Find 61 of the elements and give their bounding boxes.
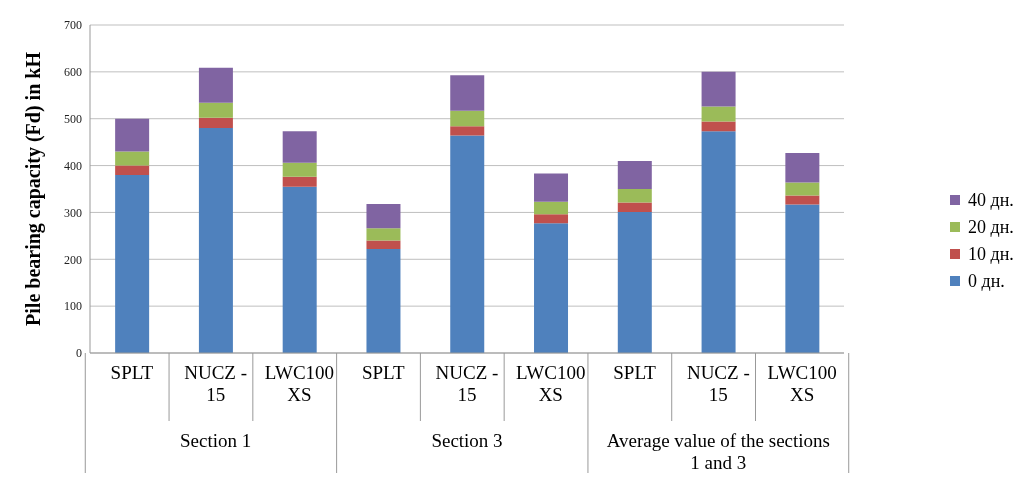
bar — [115, 165, 150, 175]
y-tick-label: 400 — [64, 158, 82, 173]
bar — [115, 151, 150, 166]
bar — [701, 71, 736, 107]
bar — [366, 228, 401, 241]
bar — [450, 135, 485, 353]
x-tick-label: SPLT — [613, 362, 657, 383]
bar — [282, 131, 317, 163]
bar — [701, 131, 736, 353]
x-tick-label: SPLT — [110, 362, 154, 383]
bar — [534, 223, 569, 353]
bar — [785, 204, 820, 353]
x-tick-label: NUCZ - 15 — [435, 362, 499, 405]
text: Section 3 — [431, 430, 503, 451]
bar — [701, 106, 736, 122]
bar — [785, 182, 820, 196]
bar — [617, 189, 652, 203]
legend-label: 40 дн. — [968, 189, 1014, 211]
bar — [282, 176, 317, 187]
bar — [701, 121, 736, 132]
bar — [617, 202, 652, 212]
x-tick-label: SPLT — [361, 362, 405, 383]
bar — [282, 162, 317, 177]
x-tick-label: NUCZ - 15 — [184, 362, 248, 405]
y-tick-label: 700 — [64, 18, 82, 33]
bar — [617, 211, 652, 353]
x-tick-label: LWC100 XS — [264, 362, 335, 405]
legend-label: 20 дн. — [968, 216, 1014, 238]
bar — [115, 118, 150, 152]
bar — [450, 110, 485, 127]
y-axis-title: Pile bearing capacity (Fd) in kH — [22, 51, 45, 326]
bar — [198, 67, 233, 103]
x-tick-label: LWC100 XS — [767, 362, 837, 405]
bar — [785, 152, 820, 183]
bar — [617, 160, 652, 189]
y-tick-label: 300 — [64, 205, 82, 220]
bar — [534, 201, 569, 215]
bar — [785, 195, 820, 205]
bar — [450, 75, 485, 111]
bar — [534, 173, 569, 202]
x-tick-label: NUCZ - 15 — [686, 362, 750, 405]
x-tick-label: LWC100 XS — [516, 362, 586, 405]
bar — [198, 128, 233, 353]
bar — [115, 174, 150, 353]
y-tick-label: 0 — [76, 346, 82, 361]
bar — [366, 248, 401, 353]
y-tick-label: 500 — [64, 111, 82, 126]
legend-label: 10 дн. — [968, 243, 1014, 265]
bar — [366, 240, 401, 249]
bar — [534, 214, 569, 224]
bar — [450, 126, 485, 136]
text: Average value of the sections 1 and 3 — [606, 430, 831, 473]
legend-label: 0 дн. — [968, 270, 1005, 292]
bar — [198, 102, 233, 118]
bar — [198, 117, 233, 129]
y-tick-label: 600 — [64, 65, 82, 80]
text: Section 1 — [180, 430, 252, 451]
y-tick-label: 200 — [64, 252, 82, 267]
bar — [366, 203, 401, 229]
y-tick-label: 100 — [64, 299, 82, 314]
bar — [282, 186, 317, 353]
